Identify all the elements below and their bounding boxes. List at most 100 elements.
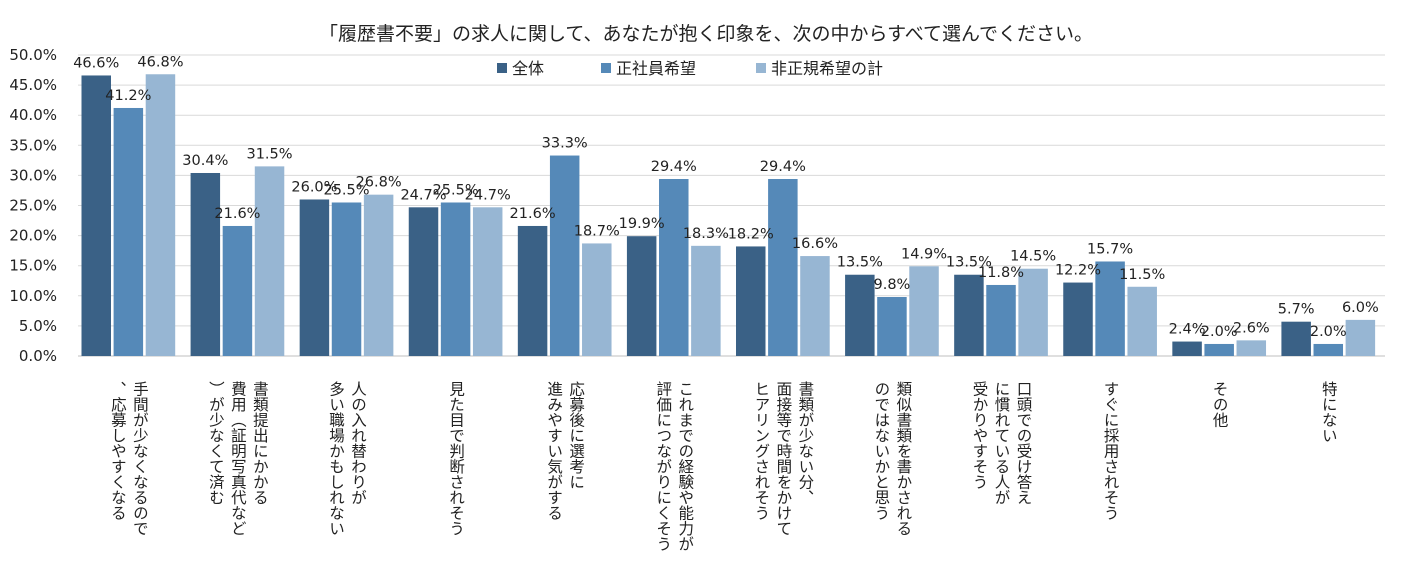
data-label: 18.7% (574, 223, 620, 239)
category-label: のではないかと思う (872, 381, 890, 521)
y-tick-label: 35.0% (9, 136, 57, 154)
bar-2-11 (1204, 343, 1234, 356)
bar-1-10 (1063, 282, 1093, 356)
category-label: 見た目で判断されそう (447, 381, 465, 537)
data-label: 24.7% (400, 187, 446, 203)
data-label: 31.5% (246, 146, 292, 162)
data-label: 18.2% (728, 226, 774, 242)
data-label: 2.6% (1233, 320, 1270, 336)
bar-2-10 (1095, 261, 1125, 356)
data-label: 14.9% (901, 246, 947, 262)
data-label: 33.3% (542, 136, 588, 152)
data-label: 21.6% (510, 206, 556, 222)
legend-swatch-1 (497, 63, 507, 73)
bar-1-9 (954, 274, 984, 356)
bar-3-10 (1127, 286, 1157, 356)
y-tick-label: 45.0% (9, 76, 57, 94)
data-label: 19.9% (619, 216, 665, 232)
category-label: ）が少なくて済む (207, 381, 225, 505)
bar-2-1 (113, 107, 144, 356)
data-label: 26.8% (356, 175, 402, 191)
data-label: 14.5% (1010, 249, 1056, 265)
category-label: 多い職場かもしれない (327, 381, 345, 536)
data-label: 6.0% (1342, 300, 1379, 316)
y-tick-label: 15.0% (9, 257, 57, 275)
data-label: 29.4% (760, 159, 806, 175)
category-label: すぐに採用されそう (1102, 381, 1120, 521)
legend-swatch-2 (601, 63, 611, 73)
gridlines (78, 54, 1385, 357)
bar-2-8 (877, 297, 907, 356)
category-label: 口頭での受け答え (1015, 381, 1033, 505)
legend-label: 正社員希望 (616, 59, 696, 78)
category-label: 応募後に選考に (567, 381, 585, 490)
bar-3-11 (1236, 340, 1267, 356)
data-label: 15.7% (1087, 241, 1133, 257)
bar-1-12 (1281, 321, 1311, 356)
bar-1-6 (626, 236, 657, 356)
data-label: 2.4% (1169, 322, 1206, 338)
y-tick-label: 0.0% (19, 347, 57, 365)
x-axis-categories: 手間が少なくなるので、応募しやすくなる 書類提出にかかる費用（証明写真代など）が少… (109, 381, 1338, 552)
bar-1-1 (81, 75, 111, 356)
data-label: 24.7% (465, 187, 511, 203)
data-label: 25.5% (323, 182, 369, 198)
bar-3-2 (254, 166, 285, 356)
data-label: 18.3% (683, 226, 729, 242)
category-label: 特にない (1320, 381, 1338, 443)
bar-3-7 (800, 256, 830, 356)
bar-3-1 (145, 74, 176, 356)
bar-3-3 (363, 194, 394, 356)
bar-2-4 (440, 202, 471, 356)
data-label: 13.5% (837, 255, 883, 271)
bar-2-6 (659, 179, 689, 356)
data-label: 25.5% (433, 182, 479, 198)
bar-2-9 (986, 284, 1016, 356)
category-label: 受かりやすそう (971, 381, 989, 490)
data-label: 11.8% (978, 265, 1024, 281)
bar-1-11 (1172, 341, 1202, 356)
category-label: 評価につながりにくそう (654, 381, 672, 552)
bar-3-6 (691, 245, 721, 356)
data-label: 2.0% (1201, 324, 1238, 340)
legend: 全体 正社員希望 非正規希望の計 (497, 59, 883, 78)
y-tick-label: 5.0% (19, 317, 57, 335)
bar-1-8 (845, 274, 875, 356)
category-label: 書類が少ない分、 (796, 381, 814, 505)
data-label: 30.4% (182, 153, 228, 169)
data-label: 26.0% (291, 179, 337, 195)
category-label: 、応募しやすくなる (109, 381, 127, 521)
y-tick-label: 10.0% (9, 287, 57, 305)
category-label: 進みやすい気がする (545, 381, 563, 521)
data-labels: 46.6% 30.4% 26.0% 24.7% 21.6% 19.9% 18.2% 13.5%… (73, 54, 1379, 340)
bar-1-7 (736, 246, 766, 356)
y-tick-label: 30.0% (9, 166, 57, 184)
legend-label: 全体 (512, 59, 544, 78)
category-label: 人の入れ替わりが (349, 381, 367, 506)
bar-1-3 (299, 199, 330, 356)
bar-2-3 (331, 202, 362, 356)
bar-3-4 (472, 207, 503, 356)
bar-2-12 (1313, 343, 1344, 356)
y-tick-label: 25.0% (9, 197, 57, 215)
y-axis-ticks: 0.0% 5.0% 10.0% 15.0% 20.0% 25.0% 30.0% 35.0% 40… (9, 46, 57, 365)
data-label: 21.6% (214, 206, 260, 222)
y-tick-label: 40.0% (9, 106, 57, 124)
category-label: に慣れている人が (993, 381, 1011, 505)
y-tick-label: 50.0% (9, 46, 57, 64)
category-label: ヒアリングされそう (752, 381, 770, 521)
chart-title: 「履歴書不要」の求人に関して、あなたが抱く印象を、次の中からすべて選んでください… (319, 23, 1093, 45)
data-label: 46.6% (73, 55, 119, 71)
bars (81, 74, 1376, 356)
data-label: 9.8% (874, 277, 911, 293)
category-label: その他 (1211, 381, 1229, 429)
category-label: 費用（証明写真代など (229, 381, 247, 536)
bar-3-9 (1018, 268, 1048, 356)
category-label: 類似書類を書かされる (894, 381, 912, 536)
bar-2-5 (549, 155, 580, 356)
bar-3-5 (582, 243, 612, 356)
category-label: 書類提出にかかる (251, 381, 269, 505)
data-label: 5.7% (1278, 302, 1315, 318)
bar-1-4 (408, 207, 439, 356)
